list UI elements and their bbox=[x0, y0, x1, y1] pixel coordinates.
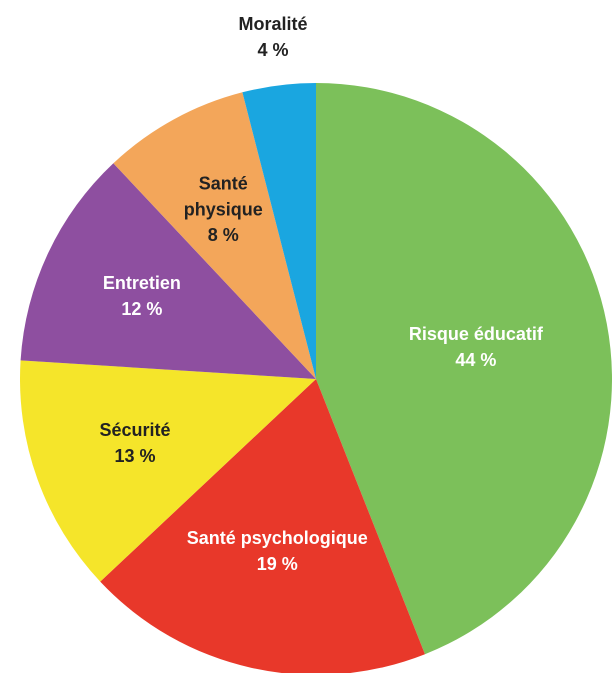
value-label: 19 % bbox=[257, 554, 298, 574]
slice-label: Sécurité bbox=[99, 420, 170, 440]
slice-label: Risque éducatif bbox=[409, 324, 544, 344]
pie-slice bbox=[20, 360, 316, 582]
value-label: 44 % bbox=[455, 350, 496, 370]
pie-slice bbox=[242, 83, 316, 379]
label-line: Santé bbox=[199, 173, 248, 193]
label-line: physique bbox=[184, 199, 263, 219]
slice-label: Santé physique bbox=[184, 173, 263, 219]
slice-label: Entretien bbox=[103, 273, 181, 293]
pie-slice bbox=[20, 163, 317, 379]
value-label: 8 % bbox=[208, 225, 239, 245]
value-label: 12 % bbox=[121, 299, 162, 319]
pie-slice bbox=[316, 83, 612, 655]
slice-label: Moralité bbox=[238, 14, 307, 34]
value-label: 4 % bbox=[257, 40, 288, 60]
pie-slice bbox=[113, 92, 316, 380]
pie-slice bbox=[100, 379, 425, 673]
slice-label: Santé psychologique bbox=[187, 528, 368, 548]
value-label: 13 % bbox=[114, 446, 155, 466]
